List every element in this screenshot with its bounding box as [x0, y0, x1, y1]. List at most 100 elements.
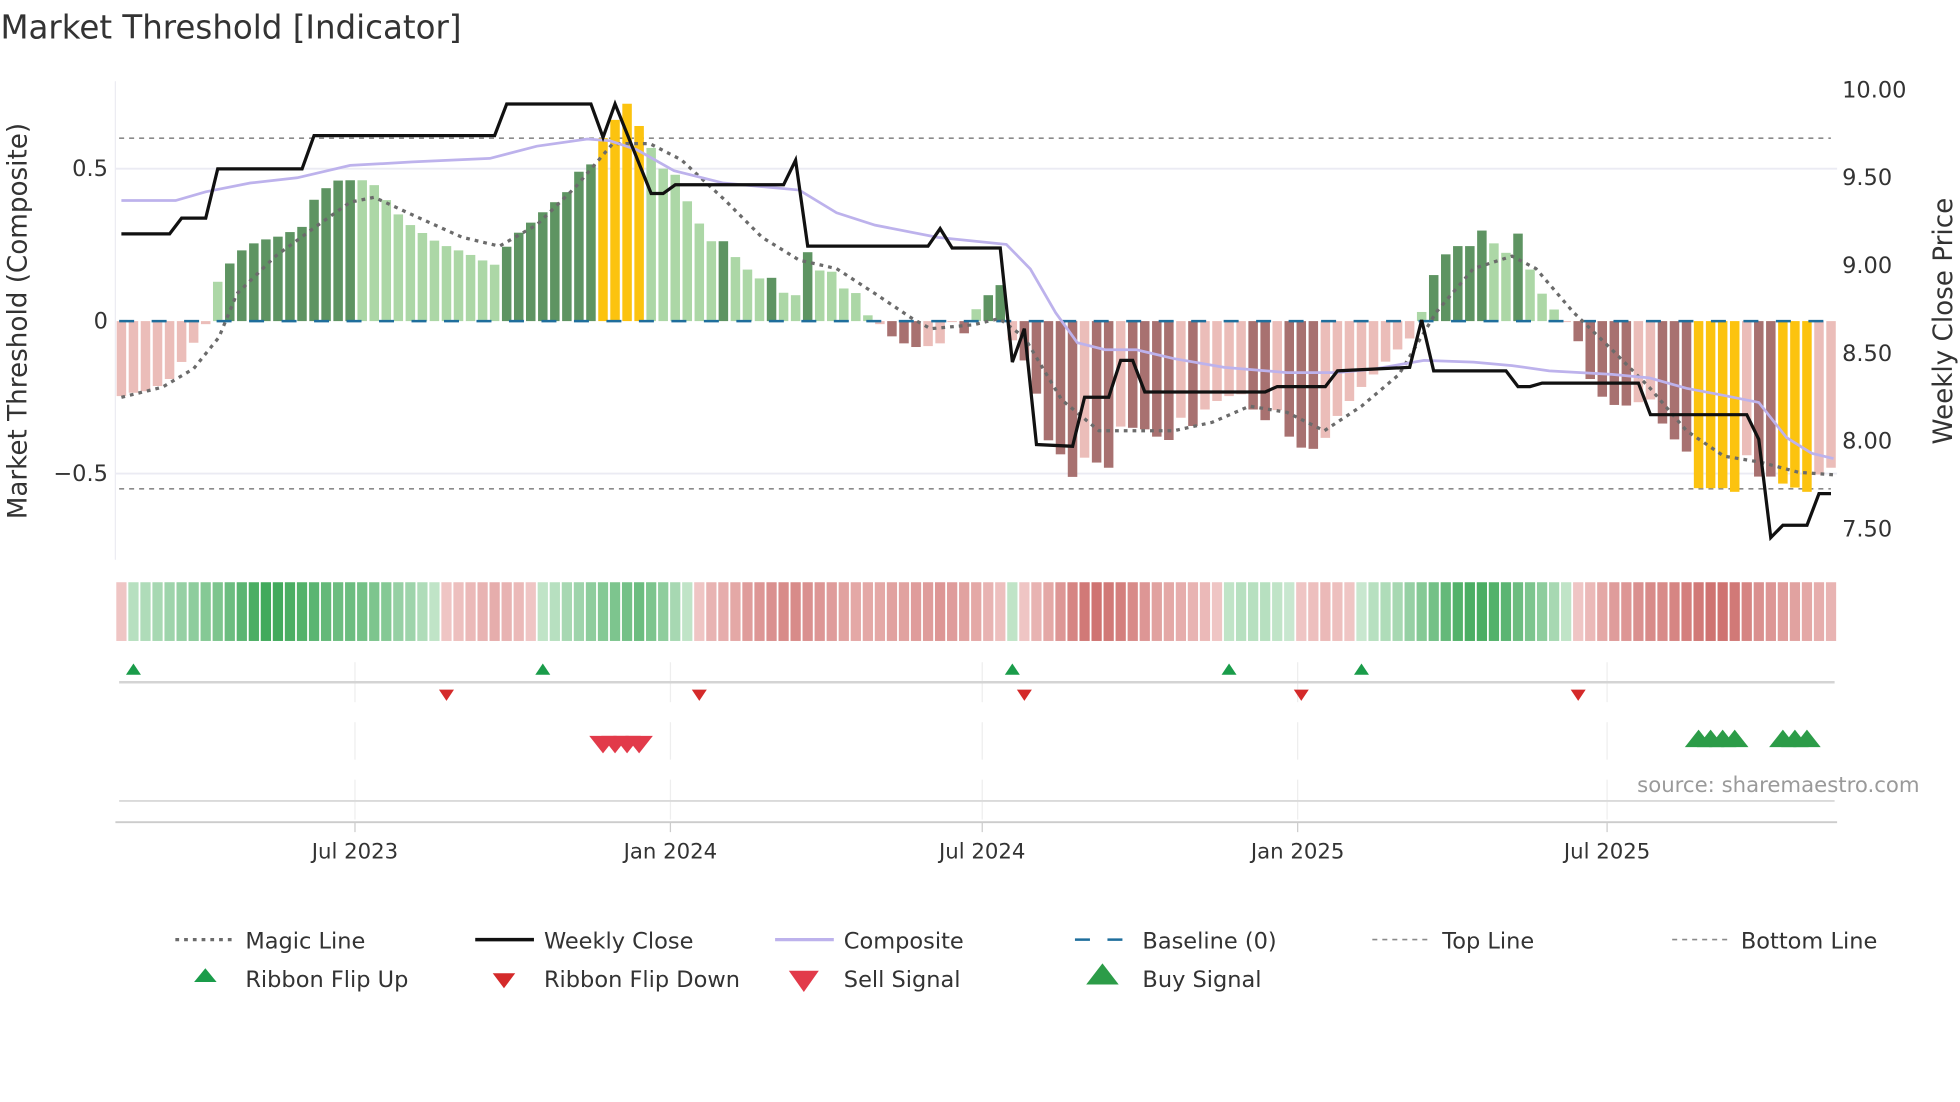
ribbon-cell — [513, 582, 524, 641]
ribbon-cell — [826, 582, 837, 641]
ribbon-cell — [1524, 582, 1536, 641]
ribbon-flip-up-marker — [1004, 663, 1020, 675]
ribbon-cell — [1717, 582, 1728, 641]
composite-bar — [1453, 246, 1463, 322]
x-tick-label: Jul 2023 — [310, 839, 398, 864]
axes: Jul 2023 Jan 2024 Jul 2024 Jan 2025 Jul 2025… — [53, 77, 1906, 864]
legend-item-weekly-close: Weekly Close — [475, 928, 693, 954]
composite-bar — [357, 180, 367, 322]
composite-bar — [1127, 321, 1138, 428]
ribbon-flip-up-marker — [535, 663, 551, 675]
composite-bar — [947, 321, 957, 323]
ribbon-cell — [1284, 582, 1295, 641]
legend-item-buy-signal: Buy Signal — [1086, 963, 1262, 993]
ribbon-cell — [1115, 582, 1126, 641]
composite-bar — [465, 254, 476, 322]
composite-bar — [116, 321, 127, 397]
composite-bar — [369, 185, 379, 322]
triangle-up-icon — [194, 968, 217, 983]
composite-bar — [1681, 321, 1692, 452]
legend-label: Magic Line — [245, 928, 365, 954]
composite-bar — [959, 321, 969, 334]
triangle-up-icon — [1086, 963, 1119, 985]
composite-bar — [188, 321, 199, 343]
ribbon-cell — [1103, 582, 1114, 641]
composite-bar — [1392, 321, 1403, 350]
composite-bar — [405, 225, 416, 322]
ribbon-flip-down-marker — [438, 689, 454, 701]
ribbon-cell — [1645, 582, 1656, 641]
ribbon-cell — [381, 582, 392, 641]
ribbon-cell — [1440, 582, 1451, 641]
composite-bar — [1224, 321, 1234, 397]
composite-bar — [935, 321, 945, 344]
composite-bar — [983, 295, 994, 322]
composite-bar — [237, 250, 247, 322]
legend-label: Baseline (0) — [1142, 928, 1276, 954]
right-tick-label: 9.00 — [1842, 253, 1892, 279]
composite-bar — [513, 232, 524, 322]
right-tick-label: 8.50 — [1842, 341, 1892, 367]
legend-item-bottom-line: Bottom Line — [1672, 928, 1877, 954]
composite-bar — [1320, 321, 1331, 438]
ribbon-cell — [393, 582, 404, 641]
ribbon-cell — [1452, 582, 1463, 641]
ribbon-flip-down-marker — [1570, 689, 1586, 701]
ribbon-cell — [333, 582, 344, 641]
ribbon-cell — [694, 582, 705, 641]
ribbon-cell — [646, 582, 657, 641]
composite-bar — [152, 321, 163, 387]
ribbon-cell — [1705, 582, 1716, 641]
legend-label: Bottom Line — [1741, 928, 1877, 954]
composite-bar — [682, 201, 693, 322]
ribbon-cell — [1741, 582, 1752, 641]
ribbon-cell — [910, 582, 922, 641]
composite-bar — [670, 174, 680, 322]
triangle-down-icon — [788, 970, 819, 993]
ribbon-cell — [658, 582, 669, 641]
composite-bar — [309, 199, 319, 322]
ribbon-cell — [983, 582, 994, 641]
ribbon-cell — [1139, 582, 1150, 641]
composite-bar — [489, 264, 500, 322]
ribbon-cell — [140, 582, 151, 641]
composite-bar — [694, 223, 705, 322]
ribbon-cell — [778, 582, 789, 641]
legend-item-sell-signal: Sell Signal — [788, 967, 961, 993]
composite-bar — [538, 212, 548, 322]
composite-bar — [802, 252, 813, 322]
ribbon-cell — [345, 582, 356, 641]
composite-bar — [1754, 321, 1764, 477]
ribbon-cell — [1175, 582, 1187, 641]
ribbon-cell — [1777, 582, 1788, 641]
composite-bar — [345, 180, 355, 322]
ribbon-flip-down-marker — [1016, 689, 1032, 701]
composite-bar — [1212, 321, 1222, 401]
ribbon-cell — [525, 582, 536, 641]
ribbon-cell — [453, 582, 464, 641]
ribbon-cell — [995, 582, 1006, 641]
composite-bar — [1428, 275, 1439, 322]
composite-bar — [790, 295, 801, 322]
ribbon-cell — [1320, 582, 1331, 641]
composite-bar — [417, 232, 428, 322]
composite-bar — [1031, 321, 1042, 394]
composite-bar — [598, 138, 608, 322]
ribbon-cell — [1789, 582, 1801, 641]
gridlines — [114, 81, 1838, 560]
ribbon-cell — [284, 582, 296, 641]
composite-bar — [1091, 321, 1102, 463]
ribbon-cell — [549, 582, 560, 641]
signal-rows — [119, 662, 1835, 820]
composite-bar — [261, 239, 271, 322]
ribbon-cell — [1296, 582, 1307, 641]
ribbon-cell — [670, 582, 681, 641]
composite-bar — [1272, 321, 1282, 411]
composite-bar — [562, 192, 572, 322]
composite-bar — [1826, 321, 1836, 468]
ribbon-cell — [850, 582, 861, 641]
ribbon-cell — [922, 582, 934, 641]
composite-bar — [381, 200, 392, 322]
ribbon-cell — [754, 582, 765, 641]
ribbon-cell — [1392, 582, 1403, 641]
